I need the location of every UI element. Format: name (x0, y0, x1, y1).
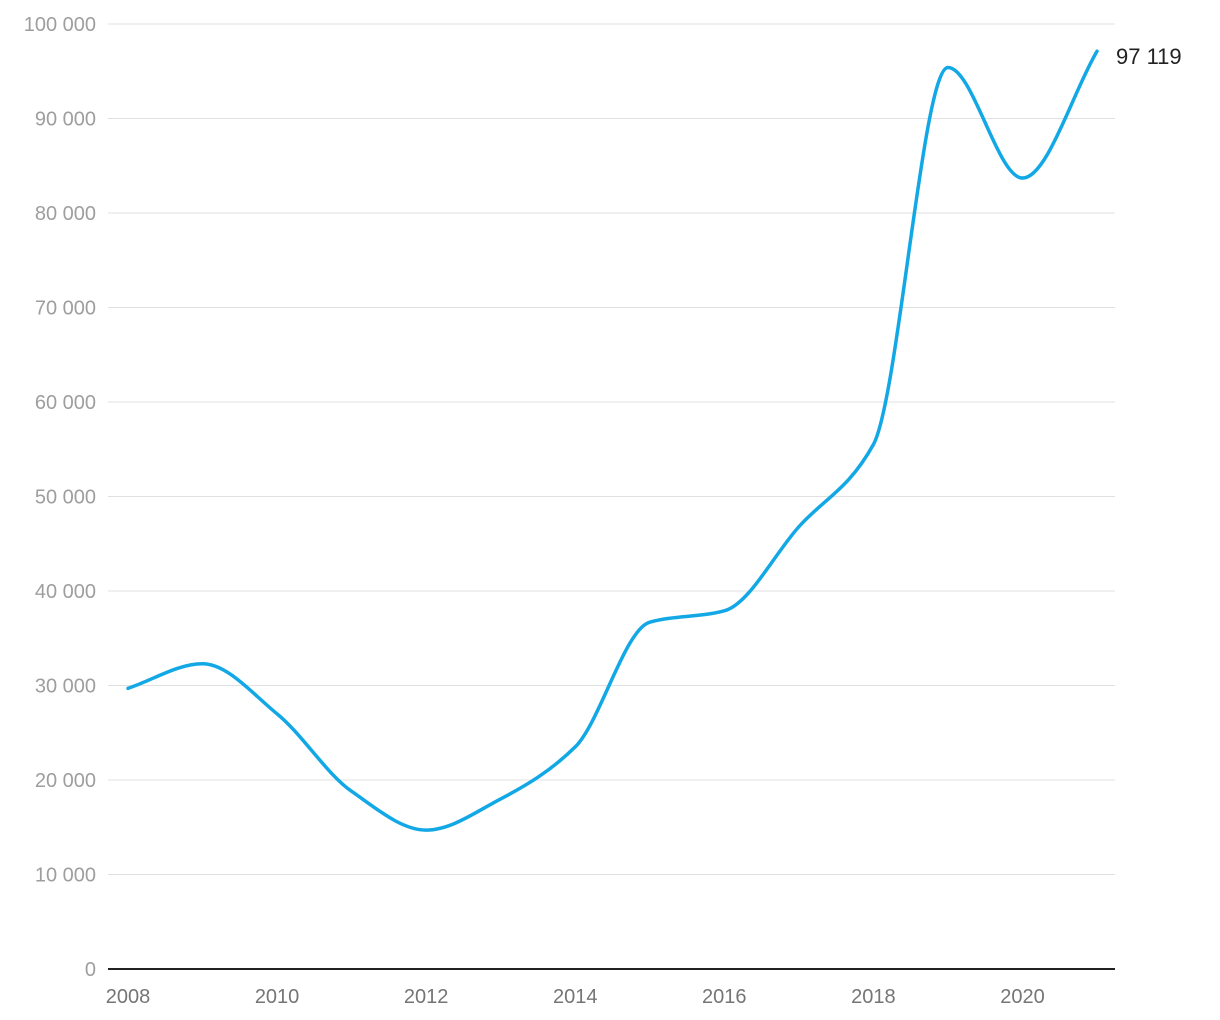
data-point (720, 607, 728, 615)
y-tick-label: 0 (85, 959, 96, 981)
data-point (795, 523, 803, 531)
y-axis-tick-labels: 0 10 000 20 000 30 000 40 000 50 000 60 000 70 … (24, 14, 96, 981)
series-layer (124, 47, 1101, 834)
y-tick-label: 80 000 (35, 203, 96, 225)
data-point (944, 63, 952, 71)
x-axis-tick-labels: 2008 2010 2012 2014 2016 2018 2020 (106, 986, 1045, 1008)
y-tick-label: 70 000 (35, 298, 96, 320)
x-tick-label: 2008 (106, 986, 151, 1008)
y-tick-label: 10 000 (35, 865, 96, 887)
data-point (199, 660, 207, 668)
y-tick-label: 50 000 (35, 487, 96, 509)
data-point (273, 710, 281, 718)
x-tick-label: 2018 (851, 986, 896, 1008)
y-tick-label: 40 000 (35, 581, 96, 603)
y-tick-label: 30 000 (35, 676, 96, 698)
x-tick-label: 2020 (1000, 986, 1045, 1008)
data-point (1093, 47, 1101, 55)
x-tick-label: 2010 (255, 986, 300, 1008)
data-point (646, 618, 654, 626)
x-tick-label: 2012 (404, 986, 449, 1008)
x-tick-label: 2014 (553, 986, 598, 1008)
y-tick-label: 20 000 (35, 770, 96, 792)
data-point (1018, 174, 1026, 182)
y-tick-label: 60 000 (35, 392, 96, 414)
x-tick-label: 2016 (702, 986, 747, 1008)
data-point (571, 743, 579, 751)
y-tick-label: 90 000 (35, 109, 96, 131)
end-value-label: 97 119 (1116, 44, 1182, 69)
y-tick-label: 100 000 (24, 14, 96, 36)
data-point (124, 684, 132, 692)
data-point (497, 795, 505, 803)
series-line (126, 49, 1099, 832)
data-point (869, 441, 877, 449)
data-point (348, 787, 356, 795)
data-point (422, 826, 430, 834)
gridlines (108, 23, 1115, 875)
